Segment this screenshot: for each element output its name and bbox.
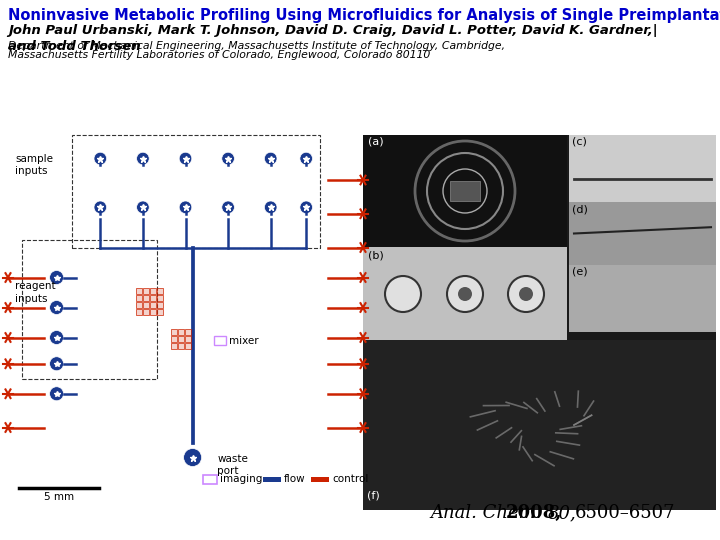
Bar (150, 295, 156, 301)
Text: Noninvasive Metabolic Profiling Using Microfluidics for Analysis of Single Preim: Noninvasive Metabolic Profiling Using Mi… (8, 8, 720, 23)
Circle shape (179, 201, 192, 214)
Circle shape (137, 152, 149, 165)
Text: 6500–6507: 6500–6507 (575, 504, 675, 522)
Text: mixer: mixer (229, 336, 258, 346)
Circle shape (447, 276, 483, 312)
Circle shape (50, 330, 63, 345)
Bar (363, 247, 567, 340)
Text: control: control (332, 475, 369, 484)
Bar (185, 336, 192, 342)
Bar (569, 202, 716, 265)
Circle shape (184, 449, 202, 467)
Bar (150, 302, 156, 308)
Text: waste
port: waste port (217, 454, 248, 476)
Bar (179, 336, 184, 342)
Circle shape (50, 387, 63, 401)
Circle shape (385, 276, 421, 312)
Circle shape (508, 276, 544, 312)
Text: (f): (f) (367, 490, 379, 500)
Circle shape (458, 287, 472, 301)
Text: 2008,: 2008, (506, 504, 562, 522)
Bar (143, 302, 149, 308)
Text: (a): (a) (368, 137, 384, 147)
Text: 80,: 80, (548, 504, 577, 522)
Bar (569, 135, 716, 202)
Bar (136, 302, 142, 308)
Bar (150, 309, 156, 315)
Text: Anal. Chem.: Anal. Chem. (430, 504, 541, 522)
Bar (8, 135, 363, 510)
Bar (150, 288, 156, 294)
Bar (136, 295, 142, 301)
Text: 5 mm: 5 mm (44, 492, 73, 503)
Bar (136, 288, 142, 294)
Text: (e): (e) (572, 267, 588, 277)
Bar (203, 475, 217, 484)
Bar (185, 343, 192, 349)
Circle shape (94, 152, 107, 165)
Circle shape (222, 152, 235, 165)
Circle shape (300, 152, 312, 165)
Bar (22, 240, 157, 379)
Bar (143, 309, 149, 315)
Bar (157, 288, 163, 294)
Text: (b): (b) (368, 251, 384, 261)
Bar (311, 477, 329, 482)
Bar (136, 309, 142, 315)
Bar (264, 477, 282, 482)
Bar (143, 288, 149, 294)
Circle shape (179, 152, 192, 165)
Circle shape (50, 271, 63, 285)
Circle shape (137, 201, 149, 214)
Text: Massachusetts Fertility Laboratories of Colorado, Englewood, Colorado 80110: Massachusetts Fertility Laboratories of … (8, 50, 431, 60)
Bar (157, 302, 163, 308)
Bar (450, 181, 480, 201)
Circle shape (519, 287, 533, 301)
Bar (157, 309, 163, 315)
Text: imaging: imaging (220, 475, 263, 484)
Bar (214, 336, 226, 345)
Circle shape (94, 201, 107, 214)
Text: John Paul Urbanski, Mark T. Johnson, David D. Craig, David L. Potter, David K. G: John Paul Urbanski, Mark T. Johnson, Dav… (8, 24, 657, 53)
Text: (c): (c) (572, 137, 587, 147)
Bar (363, 135, 716, 510)
Text: reagent
inputs: reagent inputs (15, 281, 55, 303)
Bar (363, 340, 716, 510)
Bar (157, 295, 163, 301)
Circle shape (264, 152, 277, 165)
Bar (185, 329, 192, 335)
Text: (d): (d) (572, 204, 588, 214)
Circle shape (264, 201, 277, 214)
Text: sample
inputs: sample inputs (15, 154, 53, 176)
Bar (569, 265, 716, 332)
Text: flow: flow (284, 475, 306, 484)
Bar (171, 343, 177, 349)
Bar (179, 329, 184, 335)
Circle shape (50, 300, 63, 314)
Circle shape (50, 357, 63, 371)
Bar (171, 336, 177, 342)
Text: Department of Mechanical Engineering, Massachusetts Institute of Technology, Cam: Department of Mechanical Engineering, Ma… (8, 41, 505, 51)
Circle shape (222, 201, 235, 214)
Bar (363, 135, 567, 247)
Bar (72, 135, 320, 247)
Circle shape (300, 201, 312, 214)
Bar (171, 329, 177, 335)
Bar (179, 343, 184, 349)
Bar (143, 295, 149, 301)
